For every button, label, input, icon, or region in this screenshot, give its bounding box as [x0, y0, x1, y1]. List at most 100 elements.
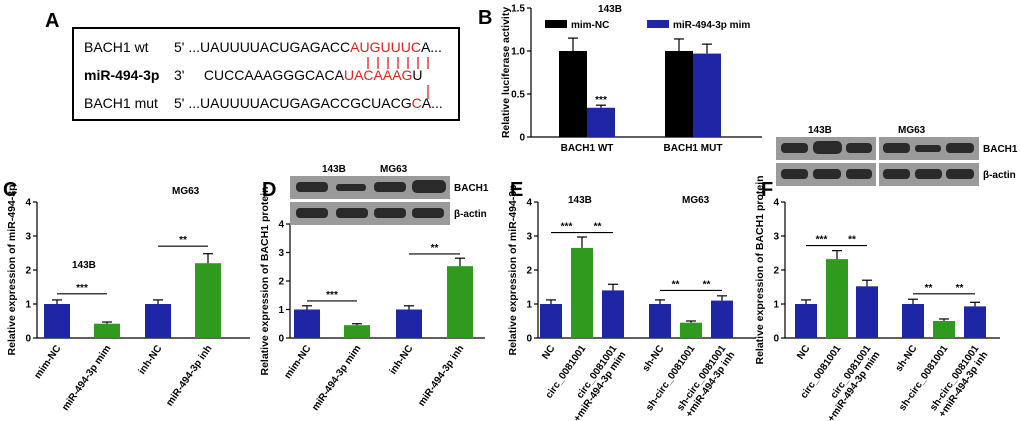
- group-label-e-mg63: MG63: [682, 195, 710, 206]
- chart-d-y-tick-label: 1: [278, 305, 284, 316]
- chart-b-legend-label: miR-494-3p mim: [673, 20, 750, 31]
- chart-e-bar: [680, 322, 702, 338]
- chart-b-significance: ***: [595, 95, 607, 106]
- seq-name-wt: BACH1 wt: [84, 39, 149, 55]
- chart-f-bar: [826, 259, 848, 338]
- chart-c-y-tick-label: 0: [25, 334, 31, 345]
- chart-f-y-axis-title: Relative expression of BACH1 protein: [754, 175, 766, 364]
- chart-b-x-tick-label: BACH1 MUT: [664, 143, 723, 154]
- chart-d-y-tick-label: 3: [278, 248, 284, 259]
- panel-letter-b: B: [478, 7, 492, 29]
- group-label-c-143b: 143B: [72, 260, 96, 271]
- chart-d-y-axis-title: Relative expression of BACH1 protein: [259, 186, 271, 375]
- chart-e-significance: ***: [561, 222, 573, 233]
- chart-b-y-tick-label: 0: [519, 133, 525, 144]
- chart-b-legend-swatch: [545, 20, 567, 28]
- panel-letter-e: E: [510, 179, 523, 201]
- seq-wt-black: ...UAUUUUACUGAGACC: [188, 39, 351, 55]
- chart-c-bar: [195, 263, 221, 338]
- chart-c-x-tick-label-line: miR-494-3p mim: [60, 343, 113, 413]
- chart-c-x-tick-label-line: inh-NC: [137, 343, 165, 376]
- group-label-c-mg63: MG63: [172, 186, 200, 197]
- chart-c-significance: **: [179, 235, 187, 246]
- chart-b-y-tick-label: 1.5: [511, 4, 525, 15]
- blot-f-band: [915, 145, 941, 152]
- chart-e-y-axis-title: Relative expression of miR-494-3p: [507, 185, 519, 356]
- blot-d-label-bach1: BACH1: [454, 183, 489, 194]
- chart-f-y-tick-label: 0: [773, 334, 779, 345]
- chart-e-x-tick-label: sh-NC: [641, 343, 667, 373]
- chart-f-bar: [856, 286, 878, 338]
- chart-c-bar: [94, 323, 120, 338]
- chart-e-bar: [649, 304, 671, 338]
- chart-c-x-tick-label-line: mim-NC: [32, 343, 63, 381]
- chart-b-title: 143B: [598, 4, 622, 15]
- chart-e-y-tick-label: 4: [526, 198, 532, 209]
- blot-f-band: [846, 143, 872, 153]
- chart-f: 0 1 2 3 4 Relative expression of BACH1 protei…: [754, 175, 1000, 421]
- chart-d-bar: [344, 325, 370, 338]
- blot-d-band: [374, 182, 406, 192]
- blot-f-label-mg63: MG63: [898, 125, 926, 136]
- sequence-alignment-box: BACH1 wt 5' ...UAUUUUACUGAGACCAUGUUUCA..…: [72, 27, 460, 121]
- panel-letter-a: A: [45, 10, 59, 32]
- chart-c-y-tick-label: 3: [25, 232, 31, 243]
- chart-b-y-axis-title: Relative luciferase activity: [500, 7, 512, 138]
- group-label-e-143b: 143B: [568, 195, 592, 206]
- chart-e-bar: [571, 247, 593, 338]
- chart-b-bar: [587, 107, 615, 137]
- chart-f-bar: [795, 304, 817, 338]
- chart-c-bar: [44, 304, 70, 338]
- chart-e-x-tick-label-line: sh-NC: [641, 343, 667, 373]
- blot-f-label-actin: β-actin: [983, 170, 1016, 181]
- seq-wt: 5' ...UAUUUUACUGAGACCAUGUUUCA...: [174, 39, 442, 55]
- chart-e-y-tick-label: 1: [526, 300, 532, 311]
- blot-d-band: [336, 208, 368, 218]
- chart-d-x-tick-label: miR-494-3p mim: [310, 343, 363, 413]
- chart-f-x-tick-label-line: sh-NC: [894, 343, 920, 373]
- seq-prime-wt: 5': [174, 39, 185, 55]
- seq-mirna: 3' CUCCAAAGGGCACAUACAAAGU: [174, 67, 423, 83]
- chart-b-legend-label: mim-NC: [571, 20, 609, 31]
- chart-d-x-tick-label-line: mim-NC: [282, 343, 313, 381]
- chart-e-x-tick-label-line: NC: [540, 343, 557, 361]
- seq-wt-red: AUGUUUC: [350, 39, 421, 55]
- chart-d-y-tick-label: 2: [278, 277, 284, 288]
- chart-f-x-tick-label: sh-NC: [894, 343, 920, 373]
- chart-c-x-tick-label: inh-NC: [137, 343, 165, 376]
- chart-d-y-tick-label: 0: [278, 334, 284, 345]
- chart-e-bar: [711, 300, 733, 338]
- blot-d-band: [296, 182, 328, 192]
- blot-d-band: [374, 208, 406, 218]
- chart-c-y-tick-label: 4: [25, 198, 31, 209]
- chart-e-significance: **: [703, 279, 711, 290]
- chart-b-bar: [693, 53, 721, 137]
- chart-c-y-tick-label: 1: [25, 300, 31, 311]
- seq-prime-mut: 5': [174, 95, 185, 111]
- blot-d-bach1-bg: [290, 176, 450, 199]
- seq-name-mut: BACH1 mut: [84, 95, 158, 111]
- panel-letter-c: C: [3, 179, 17, 201]
- chart-e-x-tick-label: NC: [540, 343, 557, 361]
- chart-f-y-tick-label: 2: [773, 266, 779, 277]
- chart-f-y-tick-label: 1: [773, 300, 779, 311]
- chart-d-y-tick-label: 4: [278, 220, 284, 231]
- blot-f-band: [946, 169, 974, 179]
- blot-f-band: [846, 169, 872, 179]
- western-blot-f: 143B MG63 BACH1 β-actin: [776, 125, 1018, 186]
- blot-d-band: [336, 184, 366, 191]
- chart-c: 0 1 2 3 4 Relative expression of miR-494-3p mi…: [6, 185, 250, 413]
- blot-f-band: [883, 143, 910, 153]
- chart-b-legend-swatch: [647, 20, 669, 28]
- chart-b-y-tick-label: 0.5: [511, 90, 525, 101]
- blot-d-actin-bg: [290, 202, 450, 225]
- blot-f-band: [946, 143, 974, 153]
- blot-d-band: [412, 208, 444, 218]
- chart-c-x-tick-label: miR-494-3p inh: [164, 343, 214, 408]
- chart-f-bar: [964, 306, 986, 338]
- chart-e-y-tick-label: 0: [526, 334, 532, 345]
- chart-c-x-tick-label: miR-494-3p mim: [60, 343, 113, 413]
- chart-c-bar: [145, 304, 171, 338]
